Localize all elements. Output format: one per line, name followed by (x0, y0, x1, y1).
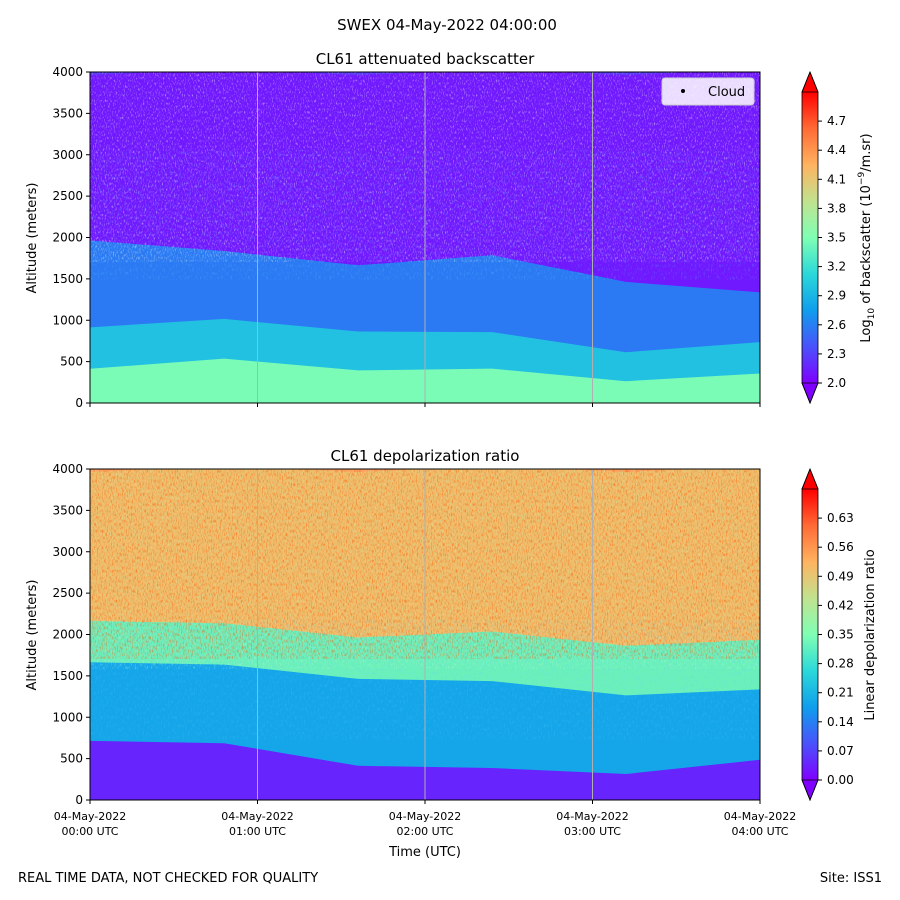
ytick-label: 2500 (52, 189, 83, 203)
ytick-label: 4000 (52, 462, 83, 476)
ytick-label: 1500 (52, 669, 83, 683)
backscatter-colorbar-extend-min (801, 382, 819, 405)
depolarization-gridlines (257, 469, 593, 800)
ytick-label: 3500 (52, 503, 83, 517)
backscatter-yaxis: 0 500 1000 1500 2000 2500 3000 3500 4000 (52, 65, 90, 410)
xtick-date-label: 04-May-2022 (54, 810, 126, 823)
ytick-label: 1000 (52, 313, 83, 327)
footer-quality-note: REAL TIME DATA, NOT CHECKED FOR QUALITY (18, 871, 318, 886)
colorbar-tick-label: 0.63 (827, 511, 854, 525)
time-xlabel: Time (UTC) (388, 845, 461, 860)
backscatter-colorbar-body (802, 92, 818, 383)
colorbar-tick-label: 2.3 (827, 347, 846, 361)
depolarization-colorbar-extend-max (801, 467, 819, 490)
cloud-marker-icon (681, 89, 685, 93)
backscatter-xaxis (89, 403, 761, 407)
depolarization-title: CL61 depolarization ratio (331, 447, 520, 465)
ytick-label: 0 (75, 396, 83, 410)
colorbar-tick-label: 3.8 (827, 201, 846, 215)
ytick-label: 3000 (52, 545, 83, 559)
ytick-label: 0 (75, 793, 83, 807)
depolarization-colorbar-ticks: 0.00 0.07 0.14 0.21 0.28 0.35 0.42 0.49 0.56 0.63 (818, 511, 854, 787)
backscatter-title: CL61 attenuated backscatter (316, 50, 535, 68)
depolarization-ylabel: Altitude (meters) (25, 580, 40, 691)
ytick-label: 2500 (52, 586, 83, 600)
depolarization-colorbar: 0.00 0.07 0.14 0.21 0.28 0.35 0.42 0.49 0.56 0.63… (801, 467, 878, 802)
colorbar-tick-label: 3.2 (827, 260, 846, 274)
colorbar-tick-label: 0.35 (827, 628, 854, 642)
backscatter-colorbar-outline (801, 71, 819, 405)
ytick-label: 4000 (52, 65, 83, 79)
xtick-date-label: 04-May-2022 (556, 810, 628, 823)
colorbar-tick-label: 3.5 (827, 231, 846, 245)
backscatter-gridlines (257, 72, 593, 403)
backscatter-panel: CL61 attenuated backscatter 0 500 1000 1500… (25, 50, 877, 410)
backscatter-ylabel: Altitude (meters) (25, 183, 40, 294)
xtick-time-label: 02:00 UTC (396, 825, 453, 838)
xtick-date-label: 04-May-2022 (221, 810, 293, 823)
depolarization-colorbar-extend-min (801, 779, 819, 802)
xtick-date-label: 04-May-2022 (724, 810, 796, 823)
colorbar-tick-label: 0.56 (827, 540, 854, 554)
colorbar-tick-label: 0.49 (827, 569, 854, 583)
colorbar-tick-label: 0.00 (827, 773, 854, 787)
colorbar-tick-label: 0.28 (827, 657, 854, 671)
colorbar-tick-label: 0.42 (827, 598, 854, 612)
ytick-label: 3000 (52, 148, 83, 162)
depolarization-colorbar-label: Linear depolarization ratio (863, 549, 878, 720)
colorbar-tick-label: 4.1 (827, 172, 846, 186)
depolarization-colorbar-body (802, 489, 818, 780)
ytick-label: 2000 (52, 628, 83, 642)
backscatter-colorbar-extend-max (801, 70, 819, 93)
xtick-time-label: 04:00 UTC (731, 825, 788, 838)
colorbar-tick-label: 4.4 (827, 143, 846, 157)
ytick-label: 1500 (52, 272, 83, 286)
xtick-date-label: 04-May-2022 (389, 810, 461, 823)
legend-cloud-label: Cloud (708, 85, 745, 100)
colorbar-tick-label: 2.6 (827, 318, 846, 332)
depolarization-colorbar-outline (801, 468, 819, 802)
depolarization-yaxis: 0 500 1000 1500 2000 2500 3000 3500 4000 (52, 462, 90, 807)
legend-box (661, 77, 755, 106)
footer-site: Site: ISS1 (820, 871, 882, 886)
colorbar-tick-label: 0.21 (827, 686, 854, 700)
figure-title: SWEX 04-May-2022 04:00:00 (337, 16, 557, 34)
colorbar-tick-label: 0.07 (827, 744, 854, 758)
backscatter-colorbar-ticks: 2.0 2.3 2.6 2.9 3.2 3.5 3.8 4.1 4.4 4.7 (818, 114, 846, 390)
ytick-label: 500 (60, 752, 83, 766)
ytick-label: 1000 (52, 710, 83, 724)
colorbar-tick-label: 4.7 (827, 114, 846, 128)
colorbar-tick-label: 2.0 (827, 376, 846, 390)
legend: Cloud (661, 77, 755, 106)
backscatter-colorbar-label: Log10 of backscatter (10−9/m.sr) (857, 133, 877, 342)
ytick-label: 2000 (52, 231, 83, 245)
xtick-time-label: 01:00 UTC (229, 825, 286, 838)
colorbar-tick-label: 2.9 (827, 289, 846, 303)
xtick-time-label: 03:00 UTC (564, 825, 621, 838)
depolarization-panel: CL61 depolarization ratio 0 500 1000 1500 20… (25, 447, 878, 860)
backscatter-colorbar: 2.0 2.3 2.6 2.9 3.2 3.5 3.8 4.1 4.4 4.7 Log10 of … (801, 70, 877, 405)
xtick-time-label: 00:00 UTC (61, 825, 118, 838)
ytick-label: 3500 (52, 106, 83, 120)
depolarization-xaxis: 04-May-2022 00:00 UTC 04-May-2022 01:00 UTC… (54, 800, 796, 838)
colorbar-tick-label: 0.14 (827, 715, 854, 729)
ytick-label: 500 (60, 355, 83, 369)
